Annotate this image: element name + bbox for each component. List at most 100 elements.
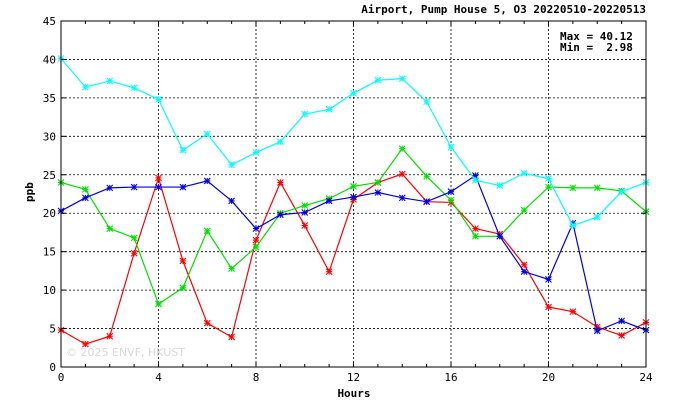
- series-layer: [57, 55, 650, 348]
- data-point: [130, 249, 138, 257]
- data-point: [618, 188, 626, 196]
- y-tick-label: 30: [43, 130, 56, 143]
- y-tick-label: 40: [43, 53, 56, 66]
- data-point: [106, 332, 114, 340]
- data-point: [179, 257, 187, 265]
- data-point: [106, 184, 114, 192]
- data-point: [81, 194, 89, 202]
- data-point: [130, 84, 138, 92]
- data-point: [593, 184, 601, 192]
- data-point: [350, 89, 357, 97]
- data-point: [301, 209, 309, 216]
- data-point: [398, 194, 406, 202]
- data-point: [520, 268, 528, 276]
- watermark: © 2025 ENVF, HKUST: [66, 346, 185, 359]
- data-point: [252, 236, 260, 244]
- x-tick-label: 4: [155, 371, 162, 384]
- data-point: [203, 227, 211, 235]
- data-point: [179, 284, 187, 292]
- series-2: [57, 145, 650, 308]
- x-axis-title: Hours: [337, 387, 370, 400]
- data-point: [325, 197, 333, 205]
- series-3: [57, 172, 650, 335]
- x-tick-label: 24: [639, 371, 653, 384]
- min-annotation: Min = 2.98: [560, 41, 633, 54]
- data-point: [520, 169, 528, 177]
- data-point: [155, 96, 162, 103]
- y-tick-label: 10: [43, 284, 56, 297]
- data-point: [276, 138, 284, 146]
- data-point: [130, 183, 138, 191]
- data-point: [593, 213, 601, 221]
- y-axis-title: ppb: [23, 182, 36, 202]
- chart-title: Airport, Pump House 5, O3 20220510-20220…: [361, 3, 646, 16]
- max-annotation: Max = 40.12: [560, 30, 633, 43]
- data-point: [423, 172, 431, 180]
- data-point: [618, 332, 626, 339]
- data-point: [545, 175, 552, 183]
- y-tick-label: 25: [43, 169, 56, 182]
- data-point: [228, 265, 236, 272]
- data-point: [252, 149, 260, 156]
- data-point: [569, 184, 577, 192]
- data-point: [276, 179, 284, 186]
- y-tick-label: 15: [43, 246, 56, 259]
- data-point: [447, 143, 455, 151]
- data-point: [618, 317, 626, 325]
- data-point: [545, 275, 552, 283]
- y-tick-label: 0: [49, 361, 56, 374]
- data-point: [203, 130, 211, 138]
- data-point: [496, 232, 504, 240]
- data-point: [228, 197, 236, 205]
- data-point: [301, 110, 309, 118]
- data-point: [447, 196, 455, 204]
- data-point: [374, 189, 382, 196]
- data-point: [106, 77, 114, 85]
- data-point: [350, 182, 357, 190]
- data-point: [569, 222, 577, 229]
- data-point: [155, 300, 162, 308]
- data-point: [203, 177, 211, 185]
- data-point: [447, 188, 455, 196]
- data-point: [301, 222, 309, 229]
- data-point: [81, 185, 89, 193]
- data-point: [374, 179, 382, 186]
- data-point: [374, 76, 382, 84]
- data-point: [252, 225, 260, 232]
- data-point: [155, 183, 162, 191]
- y-tick-label: 45: [43, 15, 56, 28]
- data-point: [179, 183, 187, 191]
- x-tick-label: 12: [347, 371, 360, 384]
- data-point: [398, 170, 406, 178]
- grid-lines: [61, 21, 646, 367]
- data-point: [350, 193, 357, 201]
- data-point: [81, 340, 89, 348]
- data-point: [398, 145, 406, 153]
- data-point: [106, 225, 114, 232]
- data-point: [203, 319, 211, 327]
- data-point: [228, 161, 236, 169]
- axis-ticks: 0 5 10 15 20 25 30 35 40 45 0 4 8 12 16 20 24: [43, 15, 653, 384]
- data-point: [155, 174, 162, 182]
- data-point: [252, 243, 260, 251]
- data-point: [130, 234, 138, 242]
- y-tick-label: 20: [43, 207, 56, 220]
- x-tick-label: 8: [253, 371, 260, 384]
- data-point: [496, 182, 504, 189]
- y-tick-label: 5: [49, 323, 56, 336]
- x-tick-label: 16: [444, 371, 457, 384]
- data-point: [471, 225, 479, 232]
- x-tick-label: 20: [542, 371, 555, 384]
- data-point: [471, 232, 479, 240]
- data-point: [179, 146, 187, 154]
- data-point: [545, 183, 552, 191]
- data-point: [569, 308, 577, 316]
- data-point: [423, 198, 431, 206]
- data-point: [325, 106, 333, 113]
- y-tick-label: 35: [43, 92, 56, 105]
- data-point: [276, 211, 284, 219]
- data-point: [423, 98, 431, 106]
- data-point: [228, 333, 236, 341]
- data-point: [593, 327, 601, 335]
